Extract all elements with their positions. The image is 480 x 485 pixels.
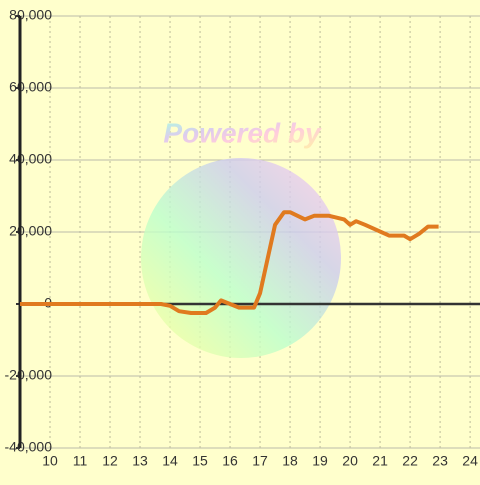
watermark: Powered by xyxy=(163,117,322,148)
x-tick-label: 14 xyxy=(162,453,178,469)
x-tick-label: 12 xyxy=(102,453,118,469)
y-tick-label: 80,000 xyxy=(9,7,52,23)
x-tick-label: 15 xyxy=(192,453,208,469)
x-tick-label: 17 xyxy=(252,453,268,469)
y-tick-label: 40,000 xyxy=(9,151,52,167)
x-tick-label: 20 xyxy=(342,453,358,469)
watermark-logo xyxy=(141,158,341,358)
y-tick-label: -20,000 xyxy=(5,367,53,383)
x-tick-label: 22 xyxy=(402,453,418,469)
x-tick-label: 21 xyxy=(372,453,388,469)
x-tick-label: 24 xyxy=(462,453,478,469)
x-tick-label: 13 xyxy=(132,453,148,469)
x-tick-label: 18 xyxy=(282,453,298,469)
y-tick-label: -40,000 xyxy=(5,439,53,455)
x-tick-label: 16 xyxy=(222,453,238,469)
line-series xyxy=(20,210,439,315)
x-tick-label: 23 xyxy=(432,453,448,469)
x-tick-label: 11 xyxy=(73,453,88,469)
y-tick-label: 20,000 xyxy=(9,223,52,239)
x-tick-label: 10 xyxy=(42,453,58,469)
x-tick-label: 19 xyxy=(312,453,328,469)
y-tick-label: 60,000 xyxy=(9,79,52,95)
